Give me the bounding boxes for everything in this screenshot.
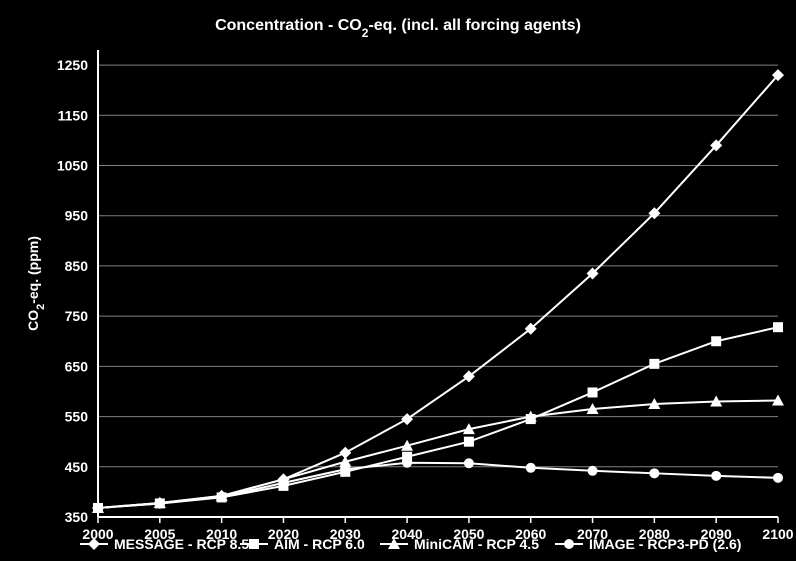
- chart-svg: Concentration - CO2-eq. (incl. all forci…: [0, 0, 796, 561]
- square-marker: [649, 359, 659, 369]
- y-tick-label: 550: [65, 409, 89, 425]
- legend-label: AIM - RCP 6.0: [274, 536, 365, 552]
- y-tick-label: 1050: [57, 157, 88, 173]
- legend-label: IMAGE - RCP3-PD (2.6): [589, 536, 741, 552]
- circle-marker: [588, 466, 598, 476]
- circle-marker: [526, 463, 536, 473]
- circle-marker: [340, 464, 350, 474]
- legend-label: MESSAGE - RCP 8.5: [114, 536, 249, 552]
- y-tick-label: 950: [65, 208, 89, 224]
- y-tick-label: 850: [65, 258, 89, 274]
- circle-marker: [711, 471, 721, 481]
- x-tick-label: 2100: [762, 526, 793, 542]
- y-tick-label: 450: [65, 459, 89, 475]
- y-tick-label: 650: [65, 358, 89, 374]
- x-tick-label: 2000: [82, 526, 113, 542]
- circle-marker: [278, 478, 288, 488]
- circle-marker: [93, 503, 103, 513]
- circle-marker: [402, 458, 412, 468]
- circle-marker: [155, 498, 165, 508]
- circle-marker: [773, 473, 783, 483]
- y-tick-label: 350: [65, 509, 89, 525]
- circle-marker: [649, 468, 659, 478]
- legend-label: MiniCAM - RCP 4.5: [414, 536, 539, 552]
- square-marker: [249, 539, 259, 549]
- circle-marker: [464, 458, 474, 468]
- circle-marker: [564, 539, 574, 549]
- circle-marker: [217, 492, 227, 502]
- square-marker: [464, 437, 474, 447]
- y-tick-label: 1250: [57, 57, 88, 73]
- y-tick-label: 1150: [58, 107, 89, 123]
- y-tick-label: 750: [65, 308, 89, 324]
- concentration-chart: Concentration - CO2-eq. (incl. all forci…: [0, 0, 796, 561]
- square-marker: [588, 387, 598, 397]
- square-marker: [773, 322, 783, 332]
- square-marker: [711, 336, 721, 346]
